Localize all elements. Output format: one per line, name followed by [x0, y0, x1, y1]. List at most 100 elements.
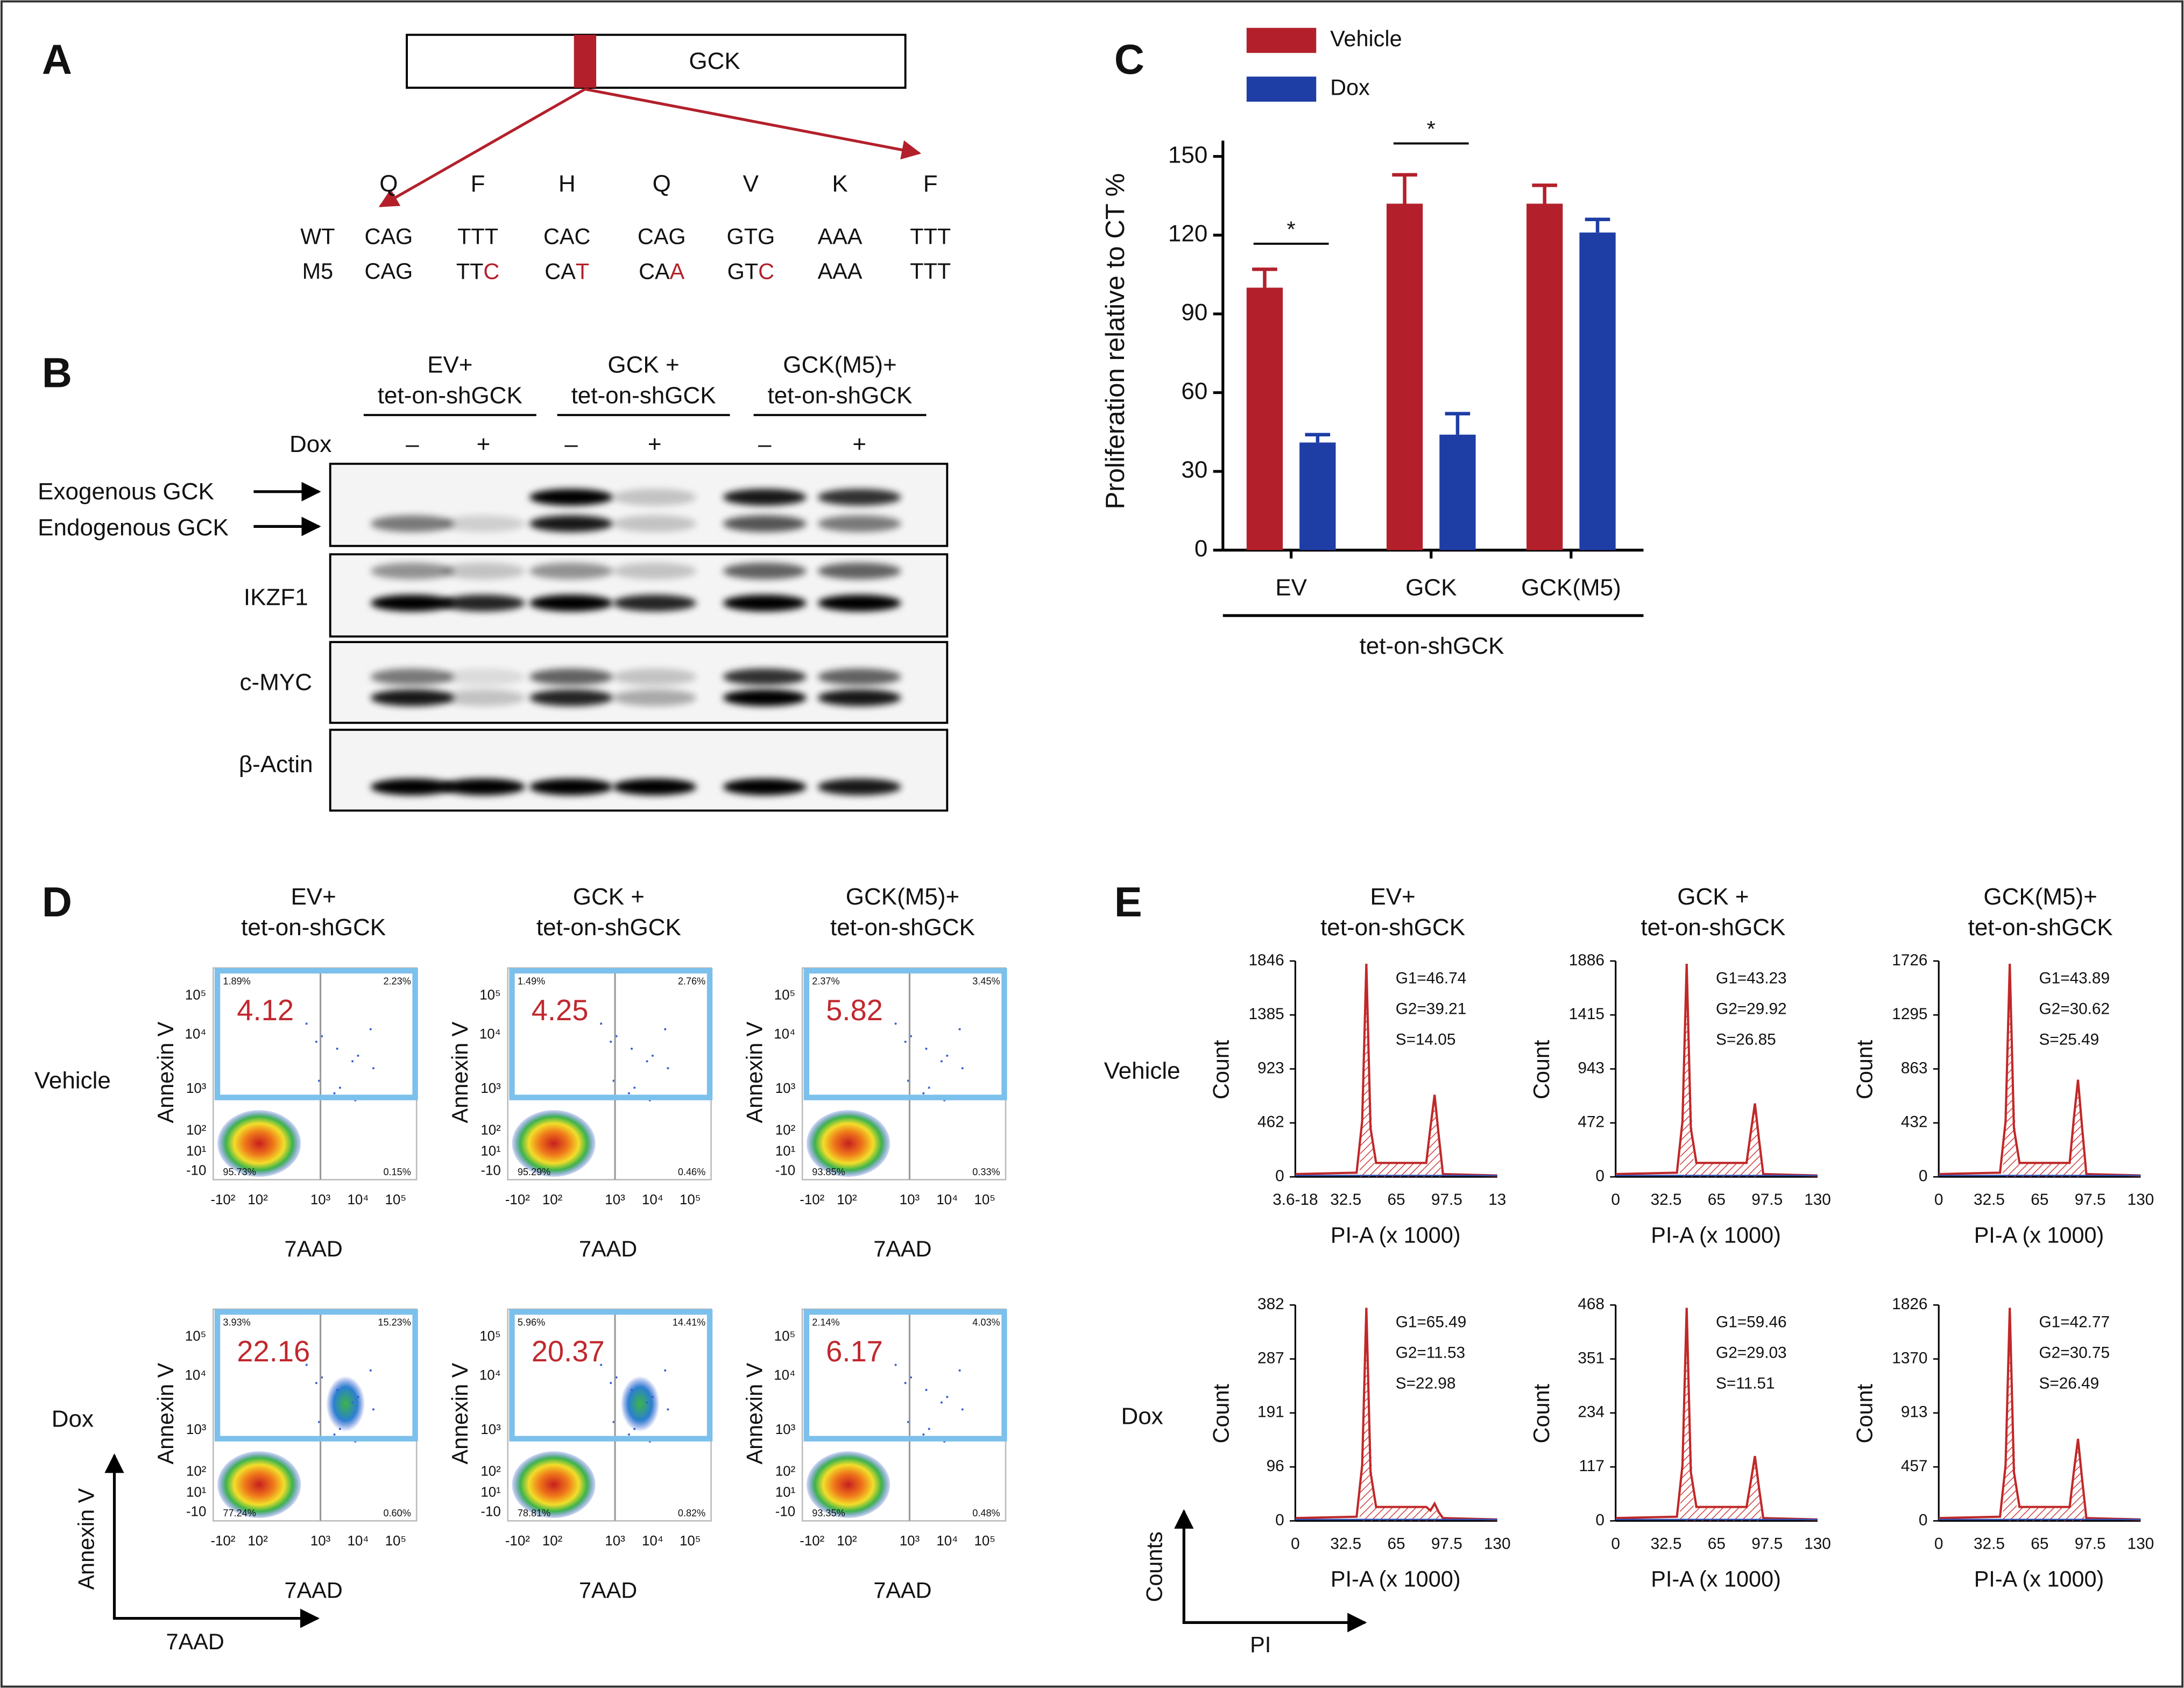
- quadrant-percent: 0.48%: [972, 1508, 1000, 1519]
- group-title: tet-on-shGCK: [768, 382, 913, 408]
- quadrant-percent: 14.41%: [673, 1317, 705, 1328]
- column-title: tet-on-shGCK: [1641, 914, 1785, 941]
- column-title: tet-on-shGCK: [1320, 914, 1465, 941]
- y-axis-label: Annexin V: [153, 1021, 178, 1123]
- apoptosis-gate: [509, 967, 713, 1100]
- y-axis-label: Count: [1853, 1040, 1877, 1099]
- x-tick-label: -10²: [800, 1534, 824, 1549]
- y-tick-label: 96: [1267, 1457, 1284, 1475]
- event-dot: [315, 1382, 317, 1385]
- group-title: GCK(M5)+: [783, 351, 896, 378]
- quadrant-percent: 0.60%: [383, 1508, 411, 1519]
- event-dot: [651, 1395, 654, 1399]
- amino-acid: V: [743, 171, 759, 197]
- cell-cycle-stat: G2=30.75: [2039, 1344, 2110, 1362]
- x-tick-label: 10⁵: [385, 1192, 407, 1207]
- event-dot: [315, 1040, 317, 1043]
- column-title: GCK(M5)+: [846, 884, 959, 910]
- blot-band: [370, 595, 455, 612]
- blot-band: [613, 668, 697, 686]
- x-tick-label: 32.5: [1651, 1191, 1682, 1209]
- y-tick-label: 10¹: [186, 1143, 207, 1159]
- event-dot: [907, 1079, 909, 1082]
- y-tick-label: 234: [1578, 1403, 1605, 1421]
- event-dot: [369, 1028, 372, 1030]
- blot-band: [441, 595, 526, 612]
- event-dot: [372, 1408, 375, 1411]
- cell-cycle-stat: S=26.85: [1716, 1030, 1776, 1048]
- gene-name: GCK: [689, 48, 740, 74]
- event-dot: [600, 1364, 603, 1366]
- column-title: GCK +: [1677, 884, 1749, 910]
- x-tick-label: 32.5: [1330, 1191, 1361, 1209]
- codon: TTT: [910, 224, 951, 249]
- quadrant-percent: 2.14%: [812, 1317, 839, 1328]
- x-axis-label: 7AAD: [579, 1237, 637, 1261]
- event-dot: [372, 1067, 375, 1070]
- apoptotic-percent: 22.16: [237, 1335, 310, 1368]
- codon: GTG: [727, 224, 775, 249]
- x-tick-label: 65: [1708, 1535, 1726, 1552]
- bar: [1246, 287, 1283, 550]
- x-tick-label: 65: [1387, 1535, 1405, 1552]
- legend-label: Dox: [1330, 75, 1370, 100]
- codon: CAG: [365, 224, 413, 249]
- blot-band: [529, 562, 613, 580]
- blot-band: [613, 778, 697, 795]
- y-tick-label: 10²: [480, 1123, 501, 1138]
- x-tick-label: 97.5: [1431, 1535, 1462, 1552]
- y-tick-label: 863: [1901, 1059, 1928, 1077]
- x-tick-label: 10³: [900, 1534, 920, 1549]
- x-tick-label: 0: [1611, 1191, 1620, 1209]
- y-axis-label: Annexin V: [743, 1021, 767, 1123]
- blot-band: [817, 668, 901, 686]
- apoptosis-gate: [214, 967, 418, 1100]
- quadrant-percent: 0.15%: [383, 1167, 411, 1177]
- gene-box: [406, 33, 907, 89]
- y-tick-label: 10⁴: [185, 1027, 206, 1042]
- column-title: tet-on-shGCK: [536, 914, 681, 941]
- x-axis-label: PI-A (x 1000): [1651, 1567, 1781, 1592]
- apoptotic-percent: 4.12: [237, 994, 294, 1027]
- x-tick-label: 0: [1291, 1535, 1300, 1552]
- x-tick-label: 0: [1934, 1535, 1943, 1552]
- panel-label: B: [42, 350, 72, 396]
- phase-fill: [2003, 1310, 2085, 1521]
- x-tick-label: 10²: [248, 1534, 268, 1549]
- quadrant-percent: 3.45%: [972, 976, 1000, 987]
- group-title: tet-on-shGCK: [571, 382, 716, 408]
- event-dot: [958, 1369, 961, 1372]
- y-tick-label: 1370: [1892, 1349, 1927, 1367]
- x-axis-label: PI-A (x 1000): [1331, 1567, 1461, 1592]
- mutation-site: [574, 34, 597, 88]
- cell-cycle-stat: G2=11.53: [1396, 1344, 1465, 1362]
- event-dot: [610, 1382, 612, 1385]
- cell-population: [512, 1110, 596, 1177]
- blot-band: [370, 562, 455, 580]
- quadrant-percent: 1.89%: [223, 976, 250, 987]
- blot-label: Endogenous GCK: [38, 514, 229, 541]
- quadrant-percent: 5.96%: [518, 1317, 545, 1328]
- histogram: [1939, 964, 2141, 1177]
- y-tick-label: 10³: [775, 1081, 796, 1096]
- x-tick-label: 130: [2128, 1535, 2154, 1552]
- event-dot: [946, 1054, 949, 1057]
- column-title: EV+: [291, 884, 336, 910]
- lane-sign: –: [564, 431, 578, 457]
- amino-acid: F: [923, 171, 938, 197]
- blot-band: [817, 489, 901, 506]
- y-tick-label: 90: [1181, 299, 1207, 326]
- bar: [1579, 232, 1616, 550]
- cell-population: [806, 1451, 890, 1519]
- x-tick-label: 65: [2031, 1535, 2048, 1552]
- blot-band: [441, 668, 526, 686]
- blot-band: [613, 515, 697, 532]
- y-tick-label: 150: [1168, 142, 1207, 168]
- cell-cycle-stat: G1=46.74: [1396, 969, 1467, 987]
- panel-label: D: [42, 879, 72, 926]
- blot-label: Exogenous GCK: [38, 478, 214, 505]
- blot-band: [723, 668, 807, 686]
- apoptotic-percent: 5.82: [826, 994, 883, 1027]
